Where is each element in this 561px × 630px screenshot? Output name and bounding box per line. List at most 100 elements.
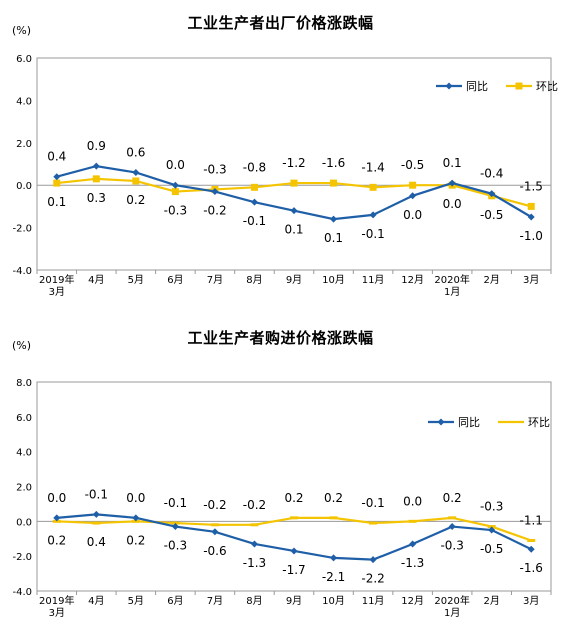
data-label: 0.9 [87,139,106,153]
x-tick-label: 2019年 [39,273,74,286]
data-point [92,510,100,518]
y-unit-label: (%) [12,339,32,352]
legend-marker [445,82,453,90]
data-point [369,183,377,191]
x-tick-label: 11月 [362,595,385,607]
data-label: 0.2 [47,533,66,547]
x-tick-label: 11月 [362,274,385,286]
y-tick-label: -4.0 [12,266,32,277]
data-point [250,523,259,527]
data-point [369,521,378,525]
y-tick-label: 2.0 [16,483,32,494]
x-tick-label: 9月 [286,274,302,286]
data-point [171,181,179,189]
data-label: 0.2 [324,491,343,505]
data-point [250,183,258,191]
data-label: 0.1 [47,195,66,209]
data-label: 0.0 [443,197,462,211]
data-point [53,179,61,187]
x-tick-label: 3月 [49,607,65,619]
data-label: 0.2 [284,491,303,505]
y-tick-label: 2.0 [16,139,32,150]
data-label: 0.0 [403,208,422,222]
data-label: -0.3 [203,162,226,176]
data-label: -0.1 [361,227,384,241]
data-label: 0.4 [87,535,106,549]
data-point [408,519,417,523]
data-label: 0.2 [126,193,145,207]
data-label: -0.2 [203,498,226,512]
data-label: -1.6 [520,561,543,575]
data-label: -1.1 [520,513,543,527]
y-tick-label: 6.0 [16,54,32,65]
data-point [210,523,219,527]
data-point [250,198,258,206]
data-label: -0.3 [164,204,187,218]
legend-label: 同比 [466,80,488,93]
x-tick-label: 10月 [322,274,345,286]
data-point [330,554,338,562]
data-point [409,181,417,189]
data-point [290,547,298,555]
data-label: -1.0 [520,229,543,243]
data-label: -1.5 [520,179,543,193]
data-point [171,523,179,531]
plot-frame [36,381,552,592]
x-tick-label: 4月 [88,595,104,607]
y-tick-label: -4.0 [12,587,32,598]
data-label: -0.2 [203,204,226,218]
data-label: -1.2 [282,156,305,170]
data-label: -0.3 [480,500,503,514]
data-label: -0.4 [480,167,503,181]
data-point [211,188,219,196]
plot-frame [36,57,552,271]
data-point [250,540,258,548]
data-point [330,215,338,223]
x-tick-label: 12月 [401,595,424,607]
data-label: -1.7 [282,563,305,577]
x-tick-label: 5月 [128,274,144,286]
data-point [448,516,457,520]
chart-title: 工业生产者购进价格涨跌幅 [187,329,374,347]
data-point [409,192,417,200]
y-tick-label: 0.0 [16,517,32,528]
data-label: -0.1 [243,214,266,228]
data-point [92,175,100,183]
data-label: -2.2 [361,572,384,586]
data-label: -0.5 [480,542,503,556]
chart-title: 工业生产者出厂价格涨跌幅 [187,14,374,32]
legend-marker [515,82,523,90]
x-tick-label: 12月 [401,274,424,286]
data-label: 0.0 [403,494,422,508]
data-label: -0.6 [203,544,226,558]
data-point [211,528,219,536]
data-label: -0.5 [401,158,424,172]
data-label: -0.1 [85,487,108,501]
data-label: 0.0 [166,158,185,172]
data-point [171,188,179,196]
data-label: 0.1 [443,156,462,170]
y-tick-label: 8.0 [16,378,32,389]
data-label: 0.2 [443,491,462,505]
data-point [290,179,298,187]
data-label: 0.1 [284,223,303,237]
y-tick-label: 4.0 [16,96,32,107]
data-point [448,523,456,531]
data-label: -0.1 [361,496,384,510]
x-tick-label: 2月 [484,274,500,286]
legend-label: 同比 [458,416,480,429]
data-point [527,213,535,221]
data-point [527,545,535,553]
data-label: -1.6 [322,156,345,170]
x-tick-label: 6月 [167,274,183,286]
data-point [290,207,298,215]
data-label: -0.5 [480,208,503,222]
data-label: 0.2 [126,533,145,547]
data-point [92,162,100,170]
y-tick-label: 4.0 [16,448,32,459]
x-tick-label: 3月 [49,286,65,298]
data-point [527,202,535,210]
y-tick-label: 6.0 [16,413,32,424]
